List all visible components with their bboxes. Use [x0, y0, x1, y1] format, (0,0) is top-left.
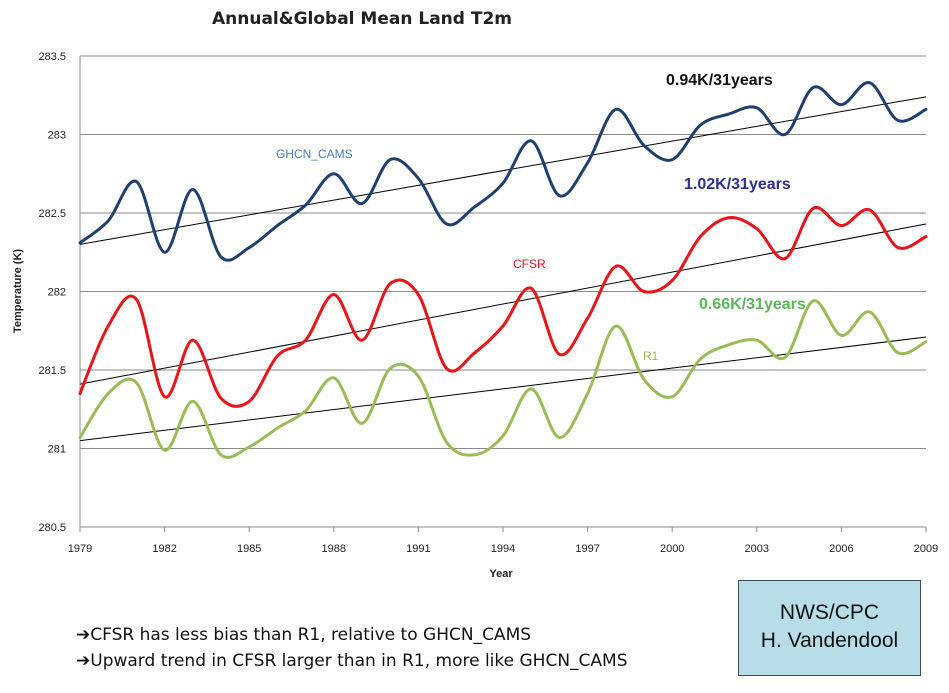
y-axis-label: Temperature (K): [12, 249, 24, 333]
chart-title: Annual&Global Mean Land T2m: [212, 9, 512, 29]
chart: Annual&Global Mean Land T2m 280.5 281 281.…: [12, 9, 938, 580]
x-tick-label: 1997: [575, 543, 599, 555]
series-line-cfsr: [78, 205, 928, 408]
y-tick-label: 281.5: [38, 365, 66, 377]
y-tick-label: 282: [48, 287, 66, 299]
trend-label-r1: 0.66K/31years: [699, 296, 806, 313]
credit-line-1: NWS/CPC: [779, 601, 880, 624]
series-label-ghcn-cams: GHCN_CAMS: [276, 147, 353, 161]
note-1-text: CFSR has less bias than R1, relative to …: [90, 625, 532, 645]
arrow-icon: ➔: [76, 625, 91, 645]
credit-box: NWS/CPC H. Vandendool: [738, 580, 921, 676]
y-tick-label: 282.5: [38, 208, 66, 220]
series-lines: [78, 81, 928, 459]
y-tick-label: 280.5: [38, 522, 66, 534]
trend-line-ghcn-cams: [79, 96, 927, 245]
trend-lines: [79, 96, 927, 442]
y-tick-labels: 280.5 281 281.5 282 282.5 283 283.5: [38, 51, 66, 534]
note-1: ➔CFSR has less bias than R1, relative to…: [76, 622, 628, 648]
x-tick-label: 2009: [914, 543, 938, 555]
x-tick-label: 1991: [406, 543, 430, 555]
y-tick-label: 283.5: [38, 51, 66, 63]
x-axis-label: Year: [489, 568, 513, 580]
trend-line-r1: [79, 336, 927, 442]
y-tick-label: 281: [48, 444, 66, 456]
x-tick-label: 1985: [237, 543, 261, 555]
notes: ➔CFSR has less bias than R1, relative to…: [76, 622, 628, 674]
y-tick-label: 283: [48, 130, 66, 142]
x-tick-label: 2000: [660, 543, 684, 555]
x-tick-labels: 1979 1982 1985 1988 1991 1994 1997 2000 2003 2006…: [68, 543, 938, 555]
series-label-r1: R1: [643, 349, 659, 363]
x-tick-label: 2003: [745, 543, 769, 555]
x-tick-label: 2006: [829, 543, 853, 555]
arrow-icon: ➔: [76, 651, 91, 671]
note-2: ➔Upward trend in CFSR larger than in R1,…: [76, 648, 628, 674]
x-tick-label: 1979: [68, 543, 92, 555]
credit-line-2: H. Vandendool: [760, 629, 899, 652]
series-line-ghcn-cams: [78, 81, 928, 262]
gridlines: [79, 55, 927, 532]
trend-label-cfsr: 1.02K/31years: [684, 176, 791, 193]
note-2-text: Upward trend in CFSR larger than in R1, …: [90, 651, 628, 671]
x-tick-label: 1994: [491, 543, 515, 555]
x-tick-label: 1982: [152, 543, 176, 555]
trend-line-cfsr: [79, 223, 927, 385]
series-label-cfsr: CFSR: [513, 257, 546, 271]
x-tick-label: 1988: [322, 543, 346, 555]
trend-label-ghcn-cams: 0.94K/31years: [666, 72, 773, 89]
series-line-r1: [78, 299, 928, 459]
